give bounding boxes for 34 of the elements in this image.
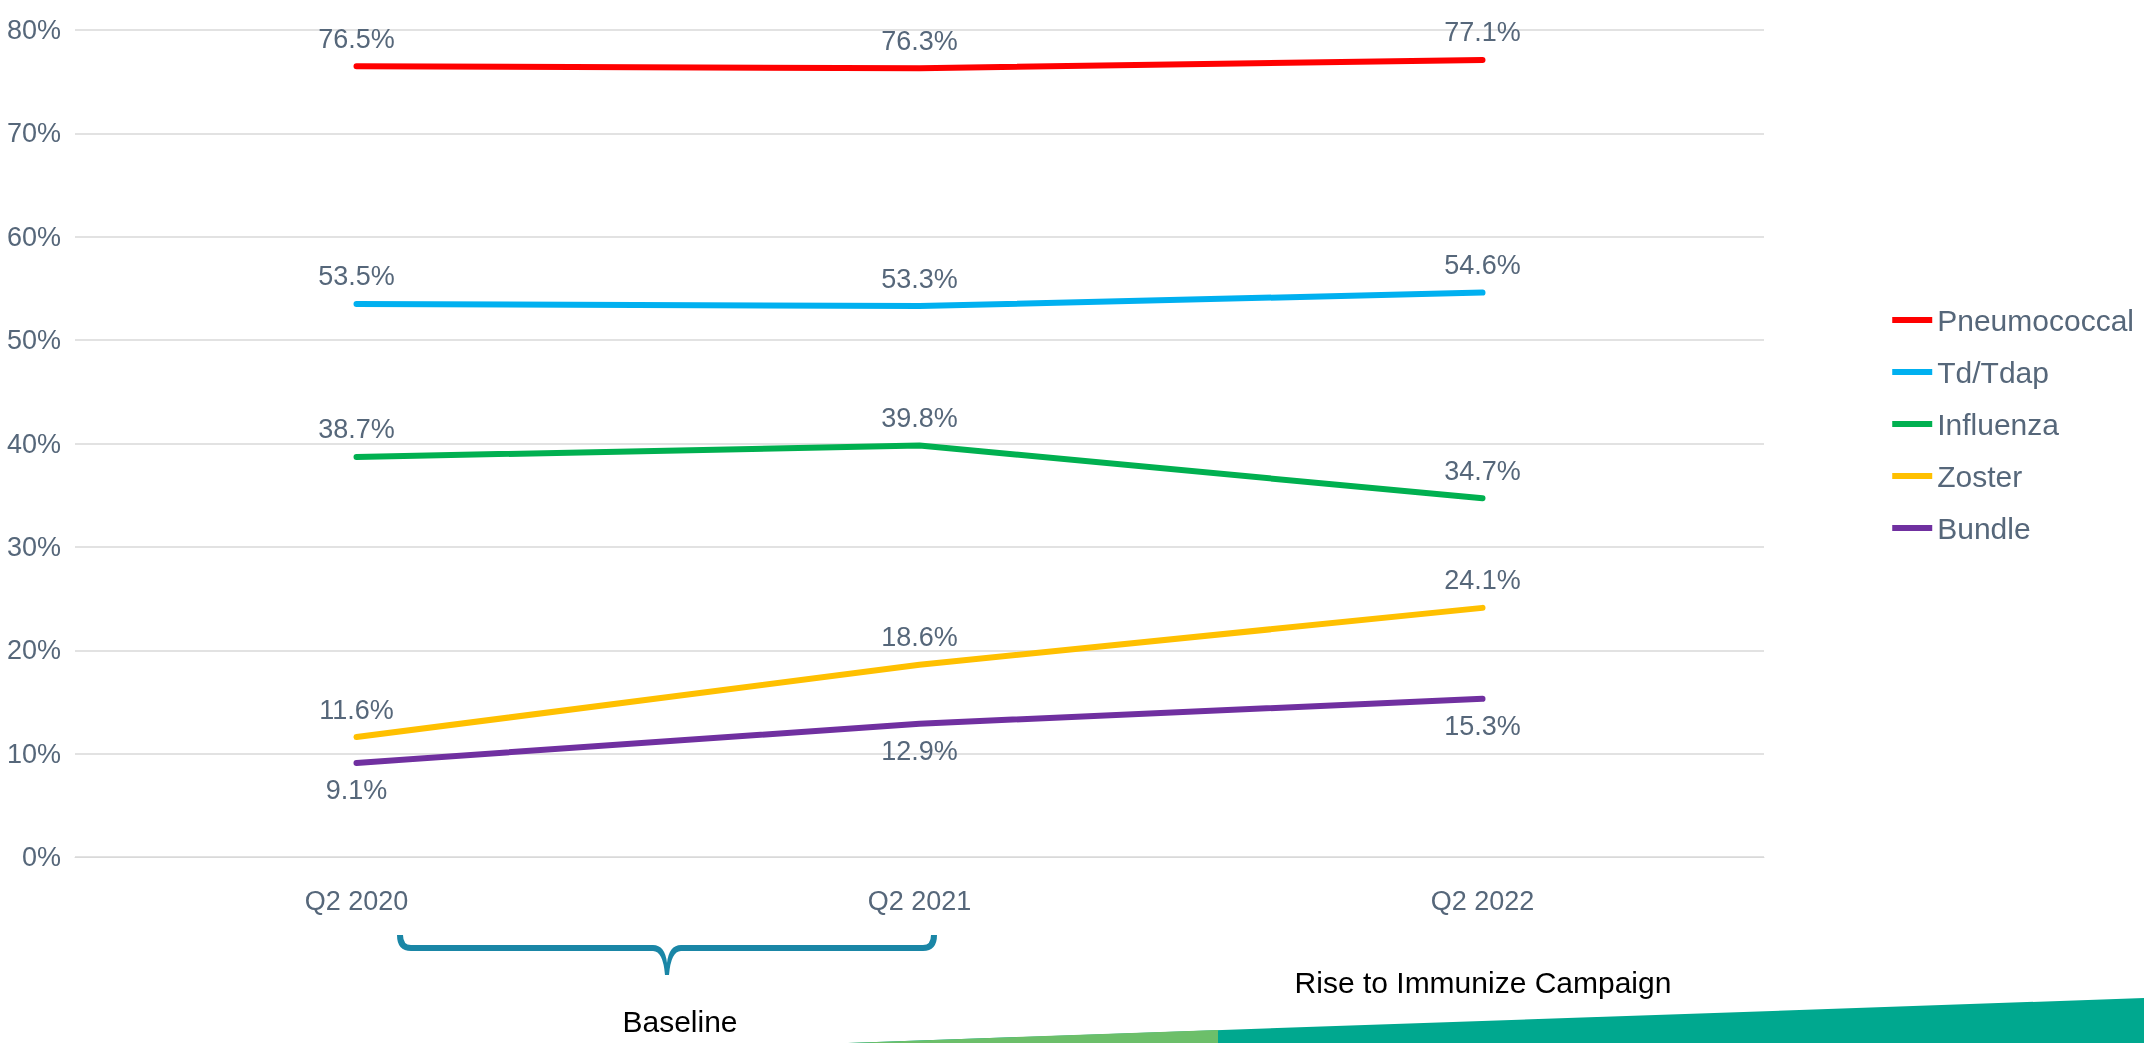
data-label: 24.1% [1444, 565, 1521, 596]
data-label: 53.5% [318, 261, 395, 292]
data-label: 76.5% [318, 23, 395, 54]
data-label: 38.7% [318, 414, 395, 445]
data-label: 53.3% [881, 263, 958, 294]
y-tick-label: 40% [6, 428, 61, 459]
legend-label: Zoster [1937, 459, 2023, 493]
data-label: 15.3% [1444, 711, 1521, 742]
y-tick-label: 60% [6, 221, 61, 252]
data-label: 39.8% [881, 403, 958, 434]
text: Rise to Immunize Campaign [1294, 966, 1672, 1000]
legend-label: Pneumococcal [1937, 303, 2135, 337]
data-label: 18.6% [881, 622, 958, 653]
data-label: 77.1% [1444, 17, 1521, 48]
legend-label: Td/Tdap [1937, 355, 2049, 389]
data-label: 9.1% [325, 775, 388, 806]
y-tick-label: 30% [6, 531, 61, 562]
y-tick-label: 50% [6, 325, 61, 356]
data-label: 11.6% [319, 694, 394, 725]
y-tick-label: 80% [6, 15, 61, 45]
y-tick-label: 70% [6, 118, 61, 149]
y-tick-label: 0% [21, 842, 61, 872]
data-label: 12.9% [881, 736, 958, 767]
y-tick-label: 20% [6, 635, 61, 666]
legend-label: Bundle [1937, 511, 2031, 545]
legend-label: Influenza [1937, 407, 2060, 441]
data-label: 54.6% [1444, 250, 1521, 281]
x-tick-label: Q2 2022 [1430, 885, 1535, 916]
y-tick-label: 10% [6, 738, 61, 769]
data-label: 76.3% [881, 25, 958, 56]
x-tick-label: Q2 2021 [867, 885, 972, 916]
x-tick-label: Q2 2020 [304, 885, 409, 916]
text: Baseline [622, 1005, 738, 1039]
data-label: 34.7% [1444, 455, 1521, 486]
